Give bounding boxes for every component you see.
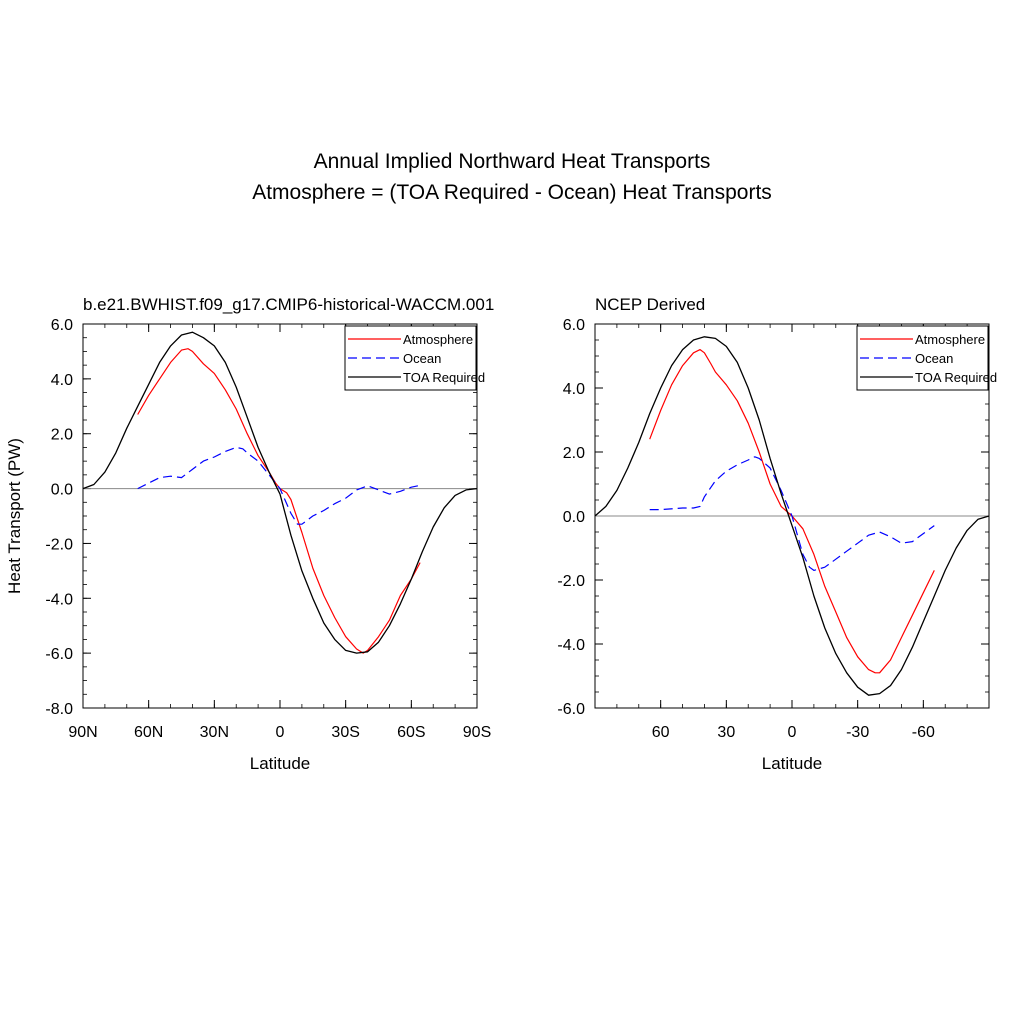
x-tick-label: 60N xyxy=(134,724,163,741)
y-tick-label: -4.0 xyxy=(45,591,73,608)
y-tick-label: -8.0 xyxy=(45,701,73,718)
x-axis-label: Latitude xyxy=(762,754,823,773)
series-line-toa-required xyxy=(82,331,478,654)
x-tick-label: -60 xyxy=(912,724,935,741)
y-axis-label: Heat Transport (PW) xyxy=(5,438,24,594)
series-line-atmosphere xyxy=(137,348,421,654)
y-tick-label: -4.0 xyxy=(557,637,585,654)
legend-label: Atmosphere xyxy=(915,332,985,347)
y-tick-label: 4.0 xyxy=(563,381,585,398)
legend-label: TOA Required xyxy=(915,370,997,385)
x-tick-label: 0 xyxy=(276,724,285,741)
legend-label: Ocean xyxy=(403,351,441,366)
y-tick-label: 0.0 xyxy=(51,482,73,499)
y-tick-label: 4.0 xyxy=(51,372,73,389)
x-tick-label: 60S xyxy=(397,724,425,741)
x-tick-label: 90S xyxy=(463,724,491,741)
figure-title-line-1: Annual Implied Northward Heat Transports xyxy=(313,150,711,173)
x-tick-label: 30N xyxy=(200,724,229,741)
panel-title: NCEP Derived xyxy=(595,295,705,314)
x-tick-label: 0 xyxy=(788,724,797,741)
series-line-ocean xyxy=(649,456,935,572)
y-tick-label: 2.0 xyxy=(51,427,73,444)
x-tick-label: 30 xyxy=(717,724,735,741)
y-tick-label: -6.0 xyxy=(557,701,585,718)
panel-ncep: 6.0 4.0 2.0 0.0 -2.0 -4.0 -6.0 60 30 0 -30 -60 NCEP … xyxy=(557,295,997,773)
legend-label: TOA Required xyxy=(403,370,485,385)
legend-label: Atmosphere xyxy=(403,332,473,347)
panel-title: b.e21.BWHIST.f09_g17.CMIP6-historical-WA… xyxy=(83,295,494,314)
y-tick-label: 6.0 xyxy=(563,317,585,334)
y-tick-label: -2.0 xyxy=(45,536,73,553)
y-tick-label: 2.0 xyxy=(563,445,585,462)
y-tick-label: -2.0 xyxy=(557,573,585,590)
x-tick-label: -30 xyxy=(846,724,869,741)
y-tick-label: -6.0 xyxy=(45,646,73,663)
y-tick-label: 6.0 xyxy=(51,317,73,334)
figure-title-line-2: Atmosphere = (TOA Required - Ocean) Heat… xyxy=(252,181,772,204)
x-tick-label: 30S xyxy=(331,724,359,741)
x-tick-label: 60 xyxy=(652,724,670,741)
legend-label: Ocean xyxy=(915,351,953,366)
series-line-toa-required xyxy=(594,336,990,696)
series-line-ocean xyxy=(137,446,419,525)
panel-waccm: 6.0 4.0 2.0 0.0 -2.0 -4.0 -6.0 -8.0 90N 60N 30N 0 30… xyxy=(5,295,494,773)
series-line-atmosphere xyxy=(649,349,935,674)
x-tick-label: 90N xyxy=(68,724,97,741)
y-tick-label: 0.0 xyxy=(563,509,585,526)
x-axis-label: Latitude xyxy=(250,754,311,773)
